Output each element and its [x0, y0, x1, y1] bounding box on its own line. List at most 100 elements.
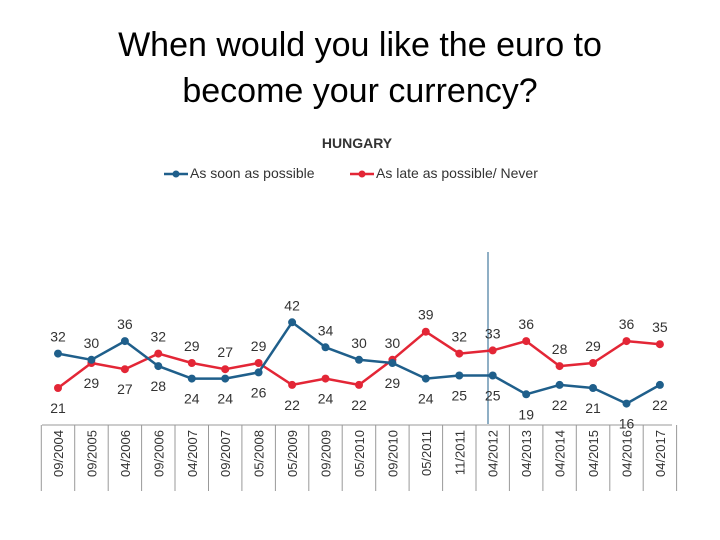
data-point-late	[522, 337, 531, 346]
data-label-soon: 42	[284, 297, 300, 313]
data-point-late	[488, 346, 497, 355]
x-tick-label: 09/2006	[151, 430, 166, 477]
data-label-soon: 25	[485, 388, 501, 404]
x-axis-ticks: 09/2004 09/2005 04/2006 09/2006 04/2007 09/20…	[40, 425, 678, 491]
data-point-soon	[154, 362, 163, 371]
data-label-late: 29	[585, 338, 601, 354]
data-point-soon	[655, 380, 664, 389]
data-point-soon	[488, 371, 497, 380]
data-label-soon: 24	[418, 391, 434, 407]
data-label-late: 35	[652, 319, 668, 335]
x-tick-label: 05/2011	[419, 430, 434, 476]
data-label-soon: 22	[552, 397, 568, 413]
data-label-late: 30	[385, 335, 401, 351]
data-labels: 32 21 30 29 36 27 28 32 24 29 24 27 26 29 42 22 34 24 30 22…	[50, 297, 668, 431]
data-point-late	[589, 359, 597, 367]
data-label-late: 29	[184, 338, 200, 354]
data-label-soon: 25	[452, 388, 468, 404]
data-point-soon	[589, 384, 597, 392]
data-label-soon: 16	[619, 416, 635, 432]
data-label-soon: 30	[84, 335, 100, 351]
data-point-late	[254, 359, 263, 367]
data-point-late	[622, 337, 631, 346]
x-tick-label: 04/2012	[486, 430, 501, 477]
data-label-soon: 36	[117, 316, 133, 332]
data-label-late: 22	[284, 397, 300, 413]
slide-title-line2: become your currency?	[182, 72, 538, 110]
data-label-late: 27	[217, 344, 233, 360]
x-tick-label: 09/2010	[385, 430, 400, 477]
data-point-late	[355, 380, 363, 389]
x-tick-label: 04/2015	[586, 430, 601, 477]
data-label-late: 36	[619, 316, 635, 332]
data-label-late: 36	[518, 316, 534, 332]
data-point-soon	[221, 374, 230, 383]
data-label-soon: 29	[385, 375, 401, 391]
data-point-soon	[622, 399, 631, 408]
data-point-soon	[355, 355, 363, 364]
data-label-soon: 32	[50, 329, 66, 345]
data-point-late	[655, 340, 664, 349]
data-point-late	[221, 365, 230, 374]
legend-label-soon: As soon as possible	[190, 165, 315, 181]
data-point-soon	[87, 355, 96, 364]
data-point-late	[555, 362, 564, 371]
data-label-late: 32	[452, 329, 468, 345]
data-label-late: 28	[552, 341, 568, 357]
data-point-soon	[54, 349, 62, 358]
data-label-soon: 30	[351, 335, 367, 351]
series-markers	[54, 318, 664, 408]
legend-marker-soon	[172, 170, 180, 178]
x-tick-label: 11/2011	[452, 430, 467, 475]
data-label-soon: 26	[251, 384, 267, 400]
x-tick-label: 04/2016	[620, 430, 635, 477]
data-label-late: 39	[418, 307, 434, 323]
data-point-late	[187, 359, 196, 367]
data-point-late	[321, 374, 330, 383]
data-point-soon	[555, 380, 564, 389]
data-point-late	[54, 384, 62, 392]
x-tick-label: 09/2005	[84, 430, 99, 477]
x-tick-label: 04/2014	[553, 430, 568, 477]
data-point-late	[154, 349, 163, 358]
data-point-soon	[187, 374, 196, 383]
data-label-late: 24	[318, 391, 334, 407]
x-tick-label: 04/2007	[185, 430, 200, 477]
data-label-late: 27	[117, 381, 133, 397]
legend-label-late: As late as possible/ Never	[376, 165, 538, 181]
data-label-late: 22	[351, 397, 367, 413]
slide-title-line1: When would you like the euro to	[118, 26, 602, 64]
data-label-soon: 24	[184, 391, 200, 407]
data-label-late: 32	[151, 329, 167, 345]
slide-title: When would you like the euro to become y…	[60, 22, 660, 114]
data-label-late: 33	[485, 325, 501, 341]
legend: As soon as possible As late as possible/…	[164, 165, 538, 181]
data-point-soon	[254, 368, 263, 377]
data-point-soon	[455, 371, 464, 380]
x-tick-label: 09/2007	[218, 430, 233, 477]
data-point-soon	[321, 343, 330, 352]
data-label-soon: 28	[151, 378, 167, 394]
data-point-late	[455, 349, 464, 358]
data-point-soon	[388, 359, 397, 367]
x-tick-label: 05/2008	[252, 430, 267, 477]
x-tick-label: 04/2013	[519, 430, 534, 477]
x-tick-label: 04/2006	[118, 430, 133, 477]
x-tick-label: 05/2010	[352, 430, 367, 477]
data-label-soon: 24	[217, 391, 233, 407]
chart-title: HUNGARY	[322, 135, 393, 151]
legend-marker-late	[358, 170, 366, 178]
x-tick-label: 04/2017	[653, 430, 668, 477]
data-point-soon	[421, 374, 430, 383]
data-label-soon: 22	[652, 397, 668, 413]
data-label-late: 29	[84, 375, 100, 391]
x-tick-label: 09/2009	[319, 430, 334, 477]
data-point-late	[120, 365, 129, 374]
data-label-soon: 19	[518, 406, 534, 422]
data-point-soon	[120, 337, 129, 346]
data-point-soon	[522, 390, 531, 399]
data-point-late	[421, 327, 430, 336]
data-label-soon: 34	[318, 322, 334, 338]
data-point-late	[288, 380, 297, 389]
